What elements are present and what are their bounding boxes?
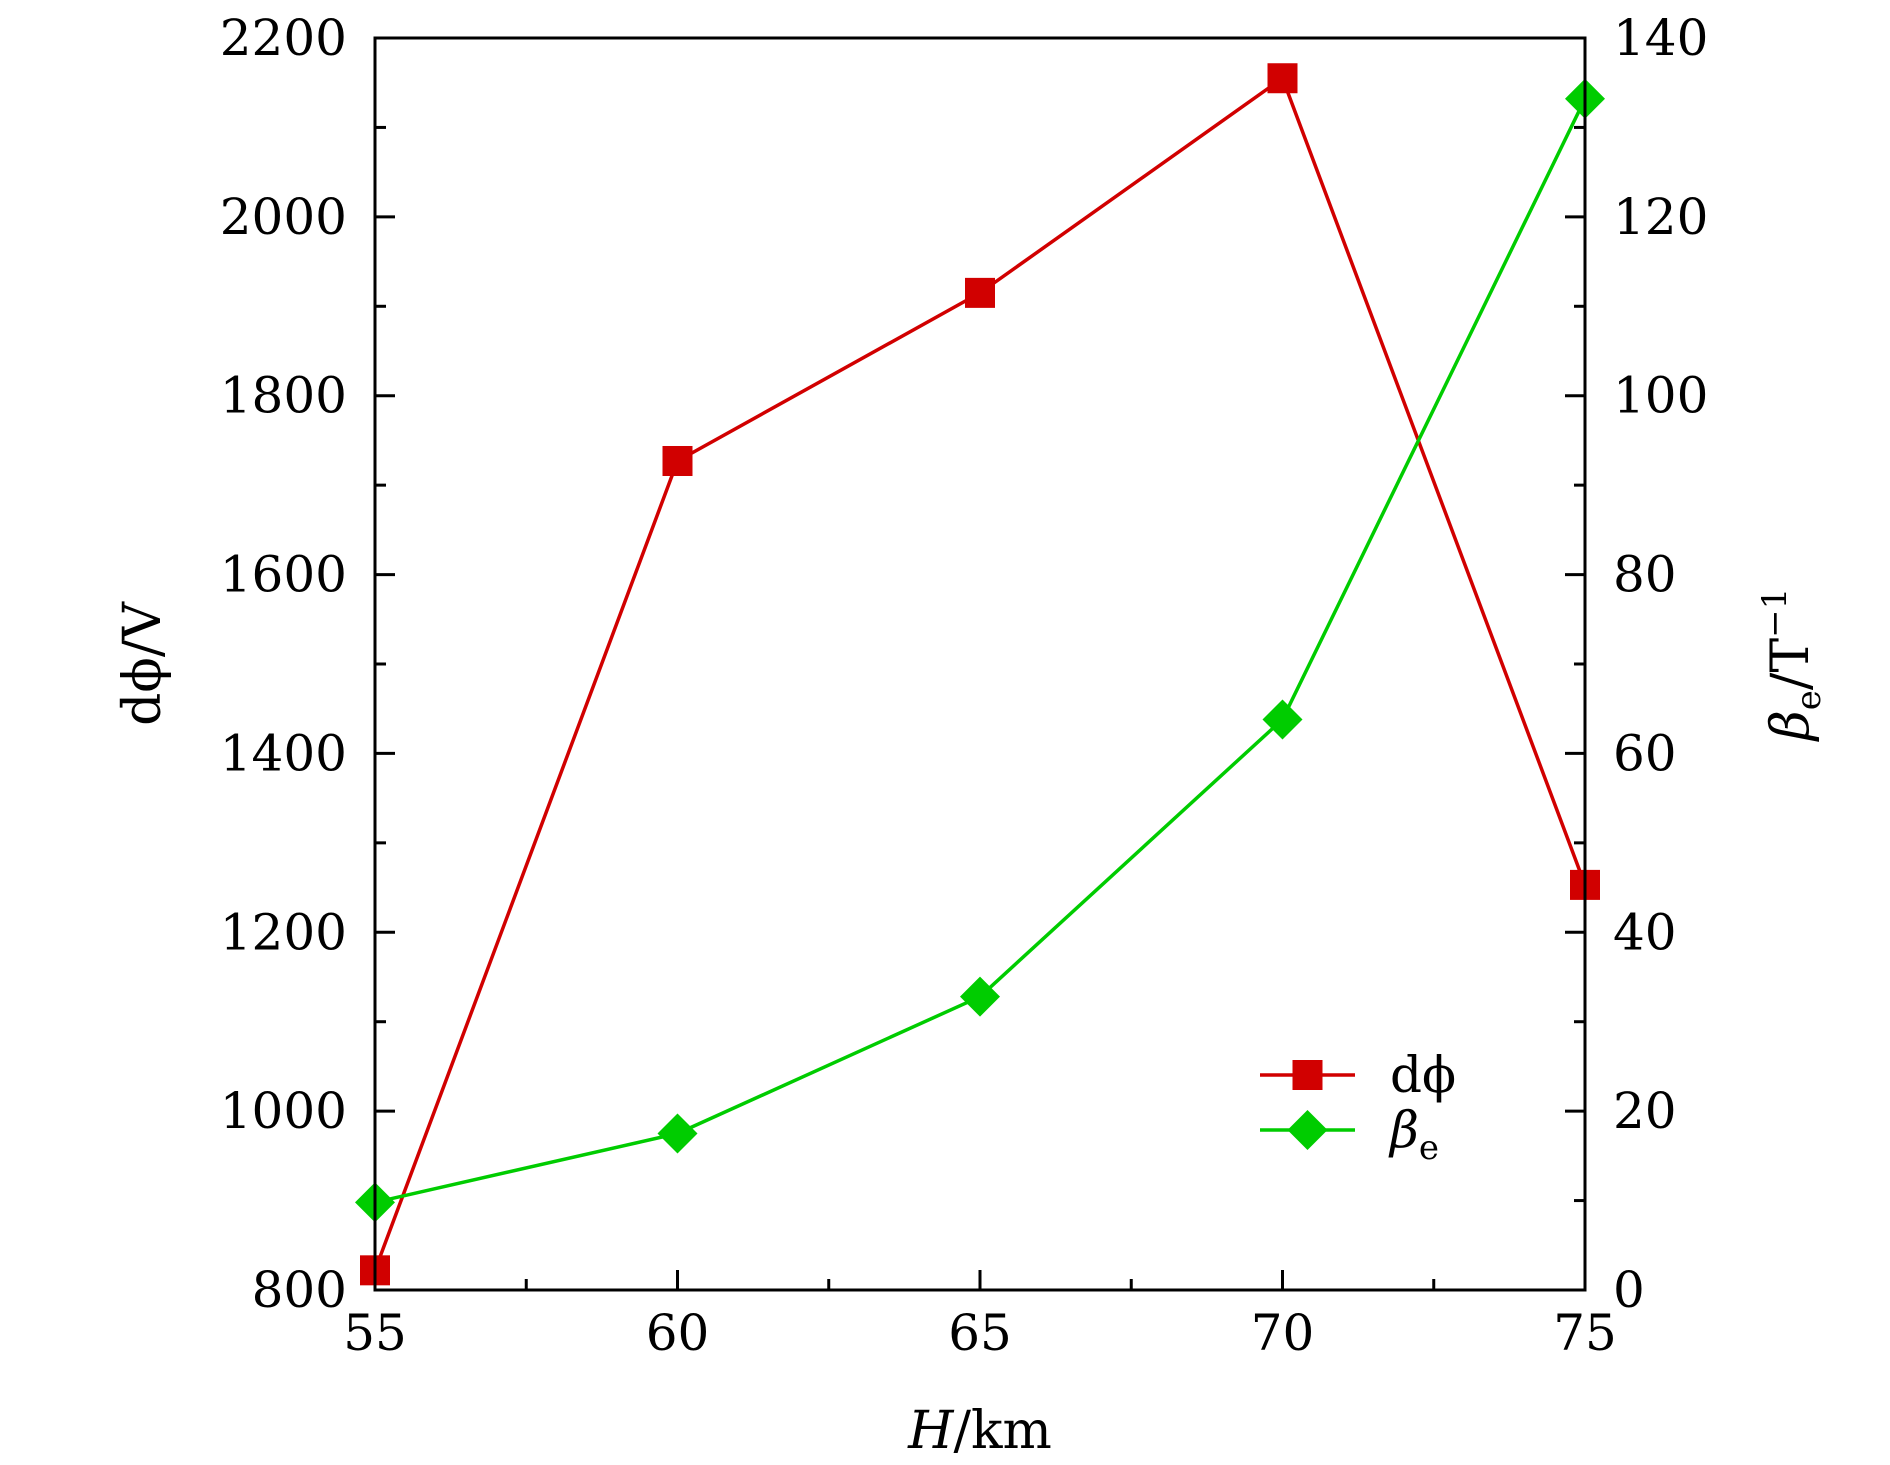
series-line: [374, 98, 1587, 1205]
legend-label-dphi: dϕ: [1390, 1046, 1456, 1104]
right-y-axis-variable: β: [1761, 710, 1821, 742]
right-y-axis-unit: /T: [1761, 638, 1821, 691]
tick-labels: 55 60 65 70 75800100012001400160018002000220…: [220, 9, 1709, 1362]
left-y-tick-label: 800: [252, 1261, 347, 1319]
x-tick-label: 55: [343, 1304, 407, 1362]
legend-label-beta-subscript: e: [1419, 1128, 1439, 1168]
legend-marker: [1292, 1060, 1323, 1090]
left-y-tick-label: 2000: [220, 188, 347, 246]
x-axis-variable: H: [907, 1401, 955, 1461]
data-point: [1267, 63, 1298, 94]
legend-label-beta-e: βe: [1388, 1101, 1439, 1168]
right-y-axis-superscript: −1: [1755, 588, 1795, 638]
left-y-axis-variable: dϕ: [113, 657, 173, 726]
right-y-tick-label: 140: [1613, 9, 1708, 67]
right-y-axis-subscript: e: [1789, 690, 1829, 710]
x-tick-label: 65: [948, 1304, 1012, 1362]
right-y-tick-label: 0: [1613, 1261, 1645, 1319]
data-point: [662, 445, 693, 476]
legend-marker: [1287, 1110, 1328, 1150]
right-y-tick-label: 60: [1613, 724, 1677, 782]
x-tick-label: 60: [646, 1304, 710, 1362]
x-tick-label: 75: [1553, 1304, 1617, 1362]
x-axis-unit: /km: [954, 1401, 1052, 1461]
legend-item-beta-e: [1260, 1110, 1355, 1150]
data-point: [960, 976, 1000, 1017]
x-axis-label: H/km: [907, 1401, 1052, 1461]
data-point: [657, 1113, 698, 1154]
left-y-axis-unit: /V: [113, 601, 173, 658]
data-point: [965, 277, 995, 308]
right-y-tick-label: 20: [1613, 1082, 1677, 1140]
right-y-tick-label: 80: [1613, 546, 1677, 604]
plot-frame: [373, 36, 1587, 1292]
right-y-axis-label: βe/T−1: [1755, 588, 1829, 743]
left-y-tick-label: 2200: [220, 9, 347, 67]
legend-item-dphi: [1260, 1060, 1355, 1090]
left-y-tick-label: 1200: [220, 903, 347, 961]
x-tick-label: 70: [1251, 1304, 1315, 1362]
left-y-axis-label: dϕ/V: [113, 601, 173, 726]
left-y-tick-label: 1600: [220, 546, 347, 604]
legend-label-beta: β: [1388, 1101, 1419, 1159]
left-y-tick-label: 1800: [220, 367, 347, 425]
right-y-tick-label: 40: [1613, 903, 1677, 961]
left-y-tick-label: 1400: [220, 724, 347, 782]
left-y-tick-label: 1000: [220, 1082, 347, 1140]
data-point: [1262, 699, 1303, 740]
right-y-tick-label: 120: [1613, 188, 1708, 246]
legend: dϕ βe: [1260, 1046, 1456, 1168]
right-y-tick-label: 100: [1613, 367, 1708, 425]
